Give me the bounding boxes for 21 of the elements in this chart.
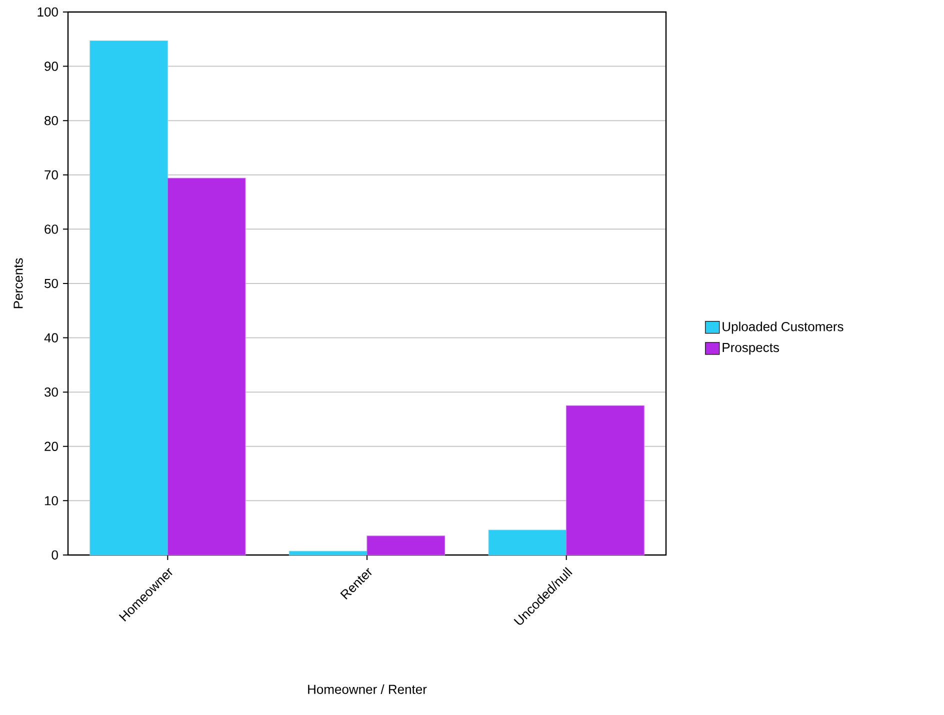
- bar: [90, 40, 168, 556]
- y-tick-label: 90: [44, 62, 58, 71]
- y-tick-label: 20: [44, 442, 58, 451]
- bar: [488, 530, 567, 556]
- y-tick-label: 10: [45, 496, 58, 506]
- legend-label: Prospects: [722, 343, 779, 355]
- y-tick-label: 30: [44, 387, 58, 397]
- bar: [566, 405, 644, 556]
- y-tick-label: 100: [38, 7, 58, 17]
- bar: [366, 536, 446, 556]
- legend-label: Uploaded Customers: [722, 322, 844, 334]
- bar: [167, 178, 246, 556]
- y-tick-label: 80: [44, 116, 58, 126]
- y-tick-label: 0: [52, 550, 58, 560]
- y-tick-label: 50: [44, 278, 58, 288]
- y-tick-label: 60: [44, 224, 58, 234]
- bar: [288, 550, 368, 556]
- y-tick-label: 40: [44, 333, 58, 342]
- y-tick-label: 70: [44, 170, 58, 180]
- x-axis-title: Homeowner / Renter: [308, 684, 427, 694]
- y-axis-title: Percents: [14, 258, 23, 308]
